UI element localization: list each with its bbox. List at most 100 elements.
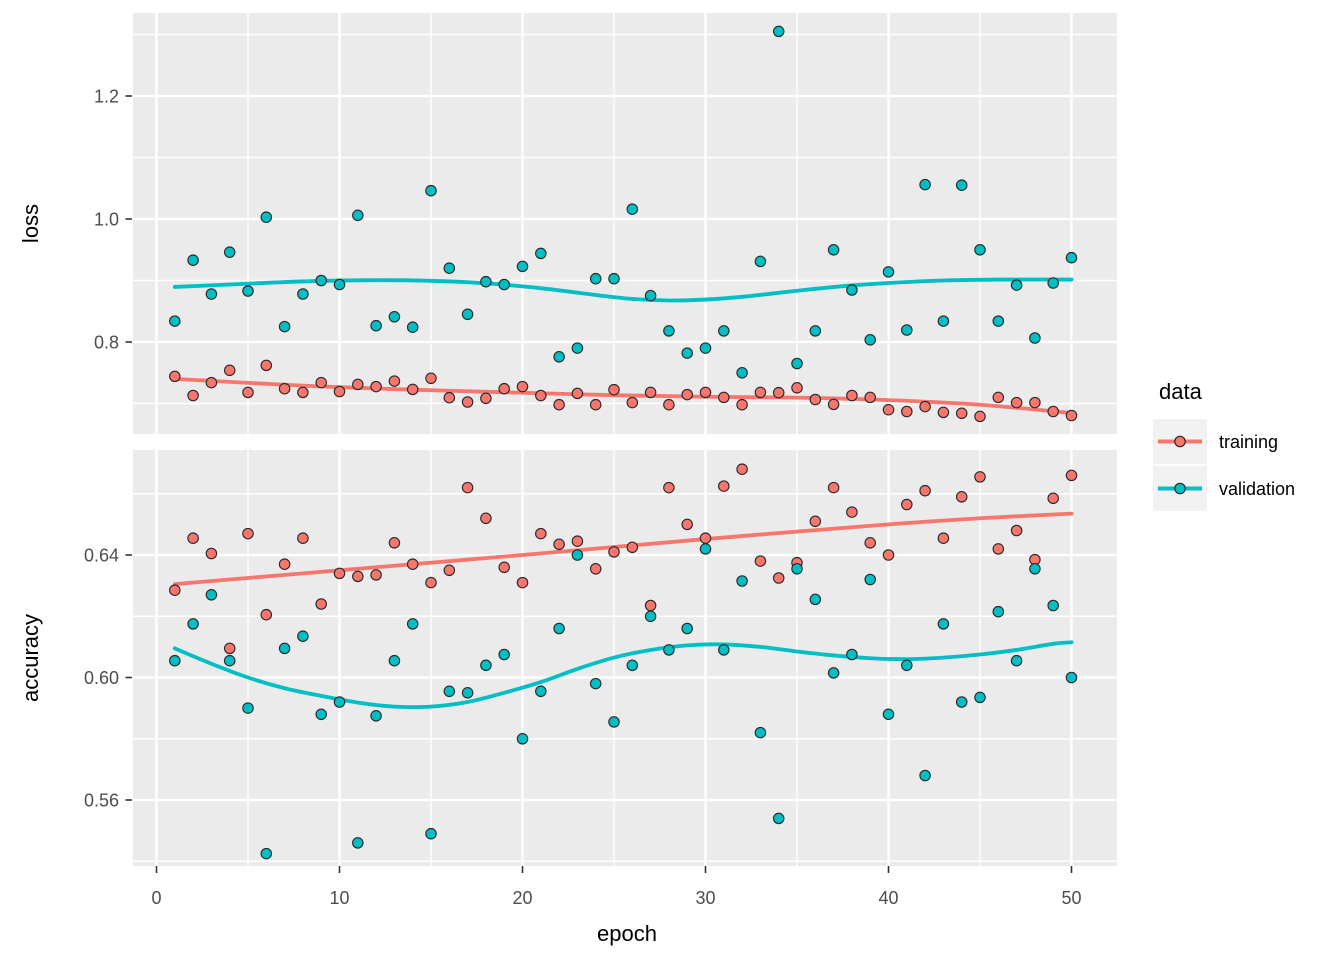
data-point-validation [1029, 332, 1041, 344]
data-point-training [754, 555, 767, 567]
y-tick-label: 1.2 [94, 86, 119, 106]
data-point-training [535, 389, 547, 402]
data-point-training [443, 391, 456, 404]
data-point-validation [223, 246, 236, 258]
data-point-training [333, 567, 346, 580]
data-point-training [772, 386, 785, 399]
data-point-validation [992, 315, 1005, 327]
data-point-validation [608, 716, 620, 728]
data-point-training [223, 364, 236, 377]
data-point-validation [535, 247, 547, 260]
data-point-validation [187, 254, 199, 266]
data-point-validation [974, 244, 986, 256]
smooth-line-validation [172, 277, 1074, 303]
data-point-training [681, 388, 693, 401]
data-point-training [626, 541, 639, 554]
data-point-validation [443, 685, 456, 698]
data-point-training [1065, 409, 1078, 422]
data-point-training [791, 382, 803, 394]
data-point-validation [370, 319, 382, 332]
data-point-training [919, 400, 931, 413]
data-point-validation [699, 543, 712, 555]
data-point-validation [297, 288, 309, 300]
data-point-validation [1029, 563, 1041, 575]
data-point-validation [663, 644, 675, 656]
data-point-validation [1065, 671, 1078, 684]
data-point-validation [1010, 279, 1023, 291]
data-point-validation [718, 325, 730, 337]
data-point-training [992, 543, 1005, 555]
data-point-validation [480, 275, 492, 288]
data-point-training [955, 407, 968, 420]
data-point-training [846, 506, 858, 518]
data-point-training [992, 391, 1005, 404]
data-point-validation [352, 837, 364, 849]
data-point-validation [443, 262, 456, 274]
data-point-training [425, 372, 437, 385]
y-tick-label: 0.60 [84, 668, 119, 688]
data-point-validation [974, 691, 986, 704]
legend-label-validation: validation [1219, 479, 1295, 499]
data-point-training [937, 532, 950, 544]
data-point-training [864, 537, 876, 549]
data-point-validation [827, 667, 840, 679]
data-point-training [589, 398, 602, 411]
data-point-validation [754, 726, 767, 739]
data-point-validation [772, 25, 785, 38]
data-point-training [187, 532, 199, 544]
data-point-training [608, 383, 620, 396]
data-point-validation [315, 274, 327, 287]
data-point-training [644, 386, 657, 399]
data-point-training [278, 558, 291, 570]
y-tick-label: 0.56 [84, 790, 119, 810]
data-point-validation [535, 685, 547, 698]
data-point-training [260, 359, 273, 372]
data-point-training [1010, 396, 1023, 409]
data-point-training [1065, 469, 1078, 482]
data-point-training [736, 463, 748, 475]
data-point-training [388, 375, 401, 387]
legend: data training validation [1153, 379, 1295, 511]
data-point-training [169, 584, 181, 596]
data-point-validation [461, 308, 474, 321]
data-point-training [663, 398, 675, 411]
legend-key-point-validation [1174, 482, 1186, 495]
data-point-training [1047, 492, 1059, 505]
y-tick-label: 0.8 [94, 332, 119, 352]
data-point-validation [1010, 654, 1023, 667]
data-point-validation [589, 677, 602, 690]
data-point-training [388, 537, 401, 549]
data-point-validation [553, 351, 565, 363]
data-point-validation [480, 659, 492, 672]
data-point-training [315, 598, 327, 610]
data-point-training [901, 498, 913, 511]
data-point-training [297, 386, 309, 399]
data-point-training [974, 471, 986, 483]
data-point-validation [846, 648, 858, 661]
data-point-validation [315, 708, 327, 721]
data-point-validation [388, 654, 401, 667]
data-point-validation [937, 618, 950, 630]
data-point-training [626, 396, 639, 409]
data-point-validation [260, 847, 273, 860]
data-point-validation [846, 284, 858, 296]
data-point-training [901, 405, 913, 418]
data-point-training [516, 576, 529, 589]
data-point-training [571, 387, 584, 400]
data-point-validation [1047, 599, 1059, 612]
x-tick-label: 10 [329, 888, 349, 908]
legend-title: data [1159, 379, 1203, 404]
data-point-validation [352, 209, 364, 222]
data-point-validation [406, 618, 419, 630]
data-point-validation [955, 179, 968, 191]
data-point-training [919, 484, 931, 497]
data-point-training [589, 563, 602, 575]
data-point-training [882, 549, 895, 561]
data-point-training [333, 385, 346, 398]
data-point-training [974, 410, 986, 423]
data-point-validation [223, 654, 236, 667]
data-point-training [754, 386, 767, 399]
data-point-validation [919, 178, 931, 191]
data-point-validation [205, 288, 218, 300]
